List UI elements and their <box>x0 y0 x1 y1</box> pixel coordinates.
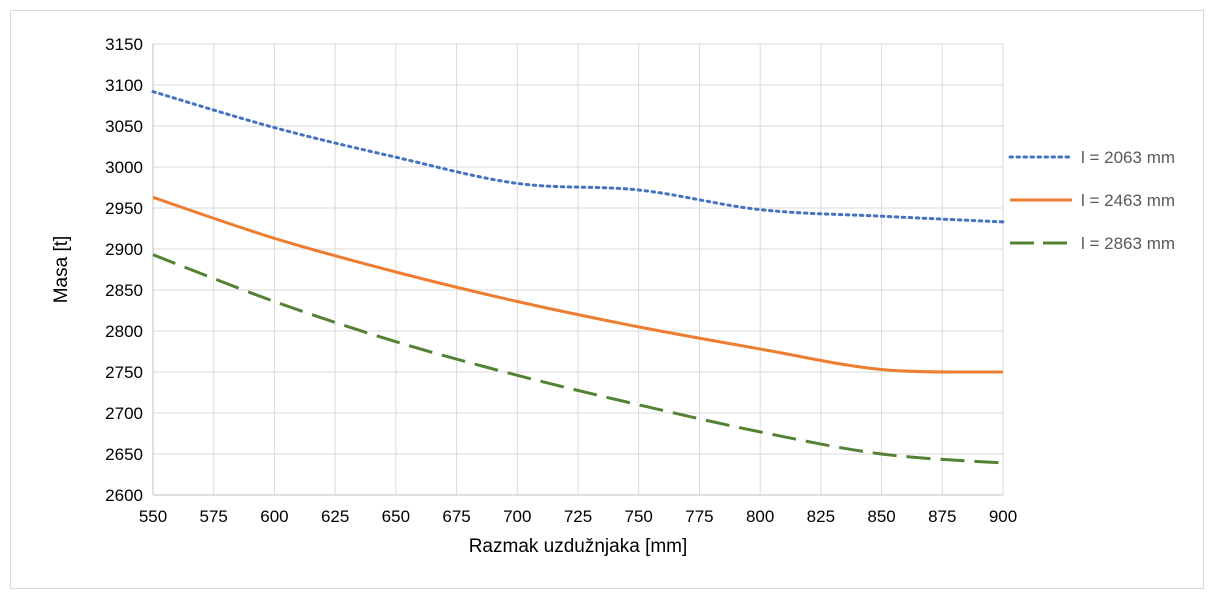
y-tick-label: 2650 <box>105 445 143 464</box>
data-point <box>635 186 643 194</box>
legend: l = 2063 mm l = 2463 mm l = 2863 mm <box>1008 148 1175 253</box>
y-tick-label: 2800 <box>105 322 143 341</box>
axes <box>152 44 1003 496</box>
x-tick-label: 900 <box>989 507 1017 526</box>
legend-label-3: l = 2863 mm <box>1081 234 1175 253</box>
y-tick-label: 2700 <box>105 404 143 423</box>
x-tick-label: 750 <box>625 507 653 526</box>
x-tick-label: 625 <box>321 507 349 526</box>
data-point <box>392 338 400 346</box>
data-point <box>270 124 278 132</box>
data-point <box>878 212 886 220</box>
data-point <box>513 179 521 187</box>
y-tick-label: 2750 <box>105 363 143 382</box>
data-point <box>635 323 643 331</box>
series-line-3 <box>152 253 1004 465</box>
y-tick-label: 2850 <box>105 281 143 300</box>
x-tick-label: 550 <box>139 507 167 526</box>
x-tick-label: 725 <box>564 507 592 526</box>
data-point <box>756 428 764 436</box>
x-tick-label: 675 <box>442 507 470 526</box>
data-point <box>999 218 1007 226</box>
y-tick-label: 2900 <box>105 240 143 259</box>
data-point <box>999 459 1007 467</box>
data-point <box>392 268 400 276</box>
x-tick-label: 700 <box>503 507 531 526</box>
data-point <box>878 366 886 374</box>
y-tick-label: 3000 <box>105 158 143 177</box>
series-line-2 <box>152 195 1004 374</box>
data-point <box>999 368 1007 376</box>
y-tick-label: 3100 <box>105 76 143 95</box>
y-tick-label: 2950 <box>105 199 143 218</box>
x-tick-label: 800 <box>746 507 774 526</box>
x-tick-label: 600 <box>260 507 288 526</box>
data-point <box>635 401 643 409</box>
data-point <box>149 193 157 201</box>
data-point <box>392 153 400 161</box>
data-point <box>149 251 157 259</box>
legend-label-1: l = 2063 mm <box>1081 148 1175 167</box>
x-tick-label: 850 <box>867 507 895 526</box>
grid-lines <box>152 43 1004 496</box>
x-tick-label: 775 <box>685 507 713 526</box>
x-tick-label: 875 <box>928 507 956 526</box>
data-point <box>513 297 521 305</box>
y-tick-label: 3150 <box>105 35 143 54</box>
x-tick-label: 650 <box>382 507 410 526</box>
data-point <box>756 206 764 214</box>
x-axis-title: Razmak uzdužnjaka [mm] <box>469 536 688 557</box>
y-tick-label: 2600 <box>105 486 143 505</box>
series-lines <box>149 88 1007 467</box>
x-tick-label: 575 <box>200 507 228 526</box>
y-tick-label: 3050 <box>105 117 143 136</box>
legend-label-2: l = 2463 mm <box>1081 191 1175 210</box>
data-point <box>756 345 764 353</box>
data-point <box>513 371 521 379</box>
chart-frame <box>10 10 1204 589</box>
data-point <box>149 88 157 96</box>
tick-labels: 2600 2650 2700 2750 2800 2850 2900 2950 3000 3050… <box>105 35 1017 526</box>
series-line-1 <box>151 90 1005 224</box>
y-axis-title: Masa [t] <box>51 236 72 304</box>
data-point <box>270 297 278 305</box>
data-point <box>878 450 886 458</box>
x-tick-label: 825 <box>807 507 835 526</box>
data-point <box>270 234 278 242</box>
